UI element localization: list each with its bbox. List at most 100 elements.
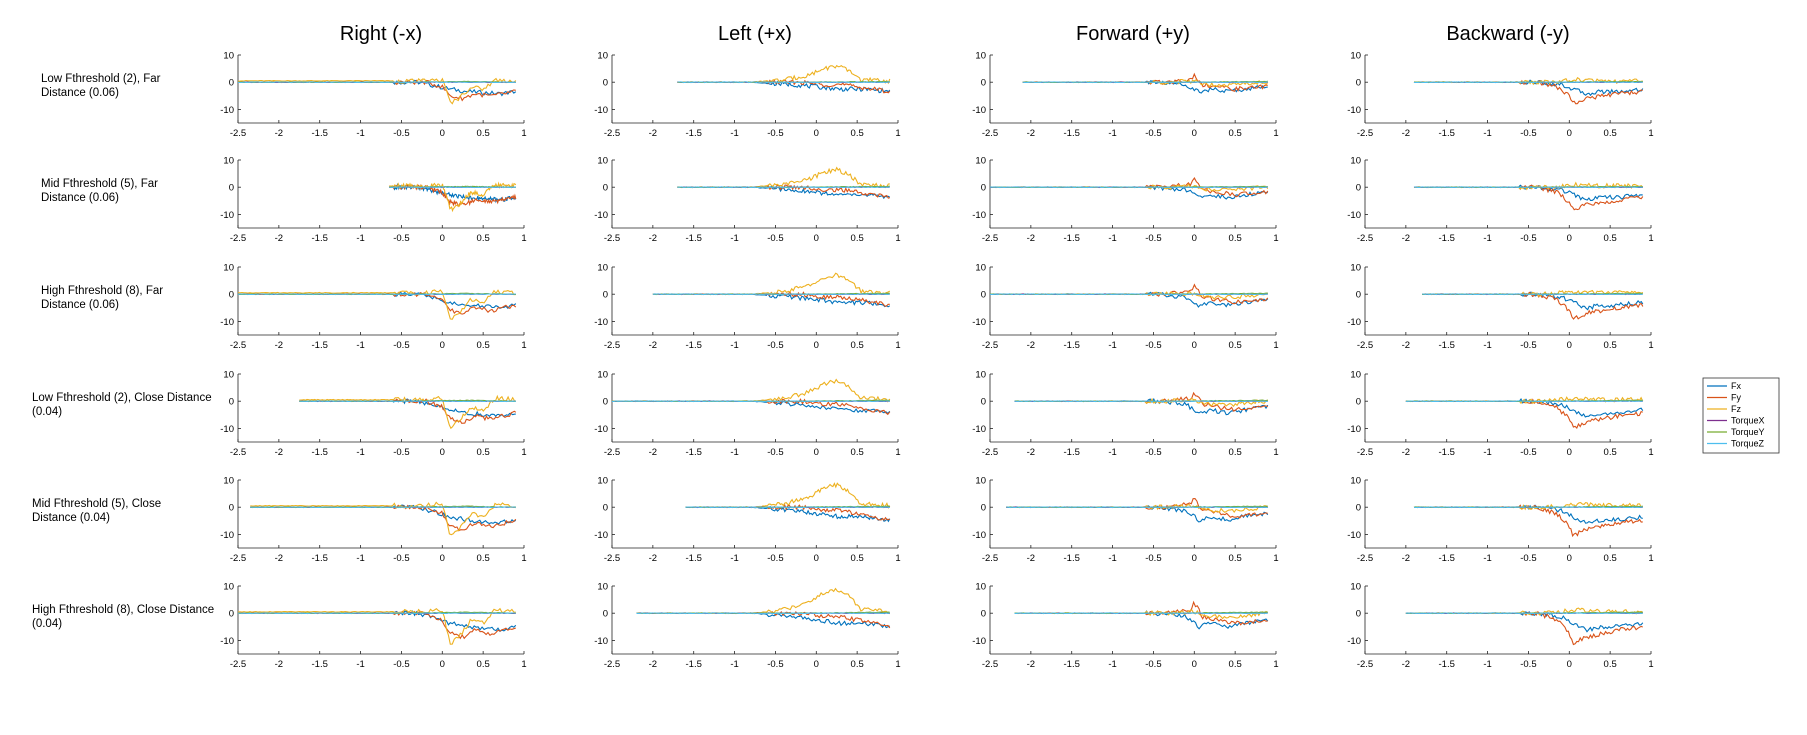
- subplot: 10 0 -10 -2.5 -2 -1.5 -1 -0.5 0 0.5 1: [1347, 156, 1653, 245]
- y-tick-label: 0: [603, 78, 608, 89]
- x-tick-label: -1: [1483, 233, 1491, 244]
- x-tick-label: -1.5: [1439, 233, 1455, 244]
- series-line-fy: [1422, 291, 1644, 320]
- x-tick-label: 1: [1273, 553, 1278, 564]
- y-tick-label: 10: [597, 51, 608, 62]
- x-tick-label: 0: [1192, 233, 1197, 244]
- x-tick-label: -2: [649, 659, 657, 670]
- series-line-fz: [1014, 609, 1269, 620]
- x-tick-label: -2.5: [982, 233, 998, 244]
- x-tick-label: -1.5: [1064, 233, 1080, 244]
- x-tick-label: 0.5: [477, 233, 490, 244]
- legend-entry: TorqueY: [1731, 427, 1765, 437]
- x-tick-label: 0: [1192, 340, 1197, 351]
- subplot: 10 0 -10 -2.5 -2 -1.5 -1 -0.5 0 0.5 1: [220, 476, 526, 565]
- x-tick-label: 0: [1192, 659, 1197, 670]
- x-tick-label: 0: [1192, 128, 1197, 139]
- x-tick-label: -1.5: [686, 128, 702, 139]
- x-tick-label: -1.5: [686, 659, 702, 670]
- series-line-fz: [1006, 503, 1269, 514]
- subplot: 10 0 -10 -2.5 -2 -1.5 -1 -0.5 0 0.5 1: [1347, 51, 1653, 140]
- x-tick-label: -1.5: [1064, 447, 1080, 458]
- x-tick-label: -1.5: [1439, 447, 1455, 458]
- x-tick-label: -1: [1483, 553, 1491, 564]
- series-line-fx: [1006, 505, 1269, 523]
- x-tick-label: -1: [1108, 340, 1116, 351]
- y-tick-label: 0: [603, 183, 608, 194]
- y-tick-label: 10: [975, 476, 986, 487]
- x-tick-label: 1: [1648, 233, 1653, 244]
- x-tick-label: -1.5: [312, 128, 328, 139]
- row-label: Low Fthreshold (2), Far: [41, 73, 161, 85]
- x-tick-label: 0: [1567, 447, 1572, 458]
- y-tick-label: 10: [223, 263, 234, 274]
- x-tick-label: 0: [440, 659, 445, 670]
- x-tick-label: 0.5: [851, 447, 864, 458]
- x-tick-label: -2.5: [230, 340, 246, 351]
- x-tick-label: -1: [356, 233, 364, 244]
- y-tick-label: 0: [1356, 78, 1361, 89]
- x-tick-label: -1: [356, 128, 364, 139]
- x-tick-label: -0.5: [393, 128, 409, 139]
- x-tick-label: -1: [1483, 128, 1491, 139]
- x-tick-label: -2.5: [1357, 553, 1373, 564]
- x-tick-label: 1: [1273, 128, 1278, 139]
- row-label: Distance (0.06): [41, 299, 119, 311]
- x-tick-label: 0: [814, 447, 819, 458]
- series-line-torquez: [1022, 81, 1268, 84]
- x-tick-label: -1: [730, 128, 738, 139]
- x-tick-label: -1.5: [1064, 553, 1080, 564]
- subplot: 10 0 -10 -2.5 -2 -1.5 -1 -0.5 0 0.5 1: [1347, 370, 1653, 459]
- series-line-fz: [612, 378, 891, 403]
- x-tick-label: -2.5: [604, 553, 620, 564]
- x-tick-label: 1: [1648, 659, 1653, 670]
- series-line-fy: [1413, 79, 1643, 105]
- x-tick-label: -2: [275, 233, 283, 244]
- y-tick-label: -10: [594, 424, 608, 435]
- x-tick-label: -2: [275, 128, 283, 139]
- x-tick-label: -0.5: [393, 553, 409, 564]
- x-tick-label: 0.5: [1229, 447, 1242, 458]
- x-tick-label: -2: [1402, 553, 1410, 564]
- x-tick-label: -2.5: [604, 128, 620, 139]
- x-tick-label: 0.5: [1229, 233, 1242, 244]
- y-tick-label: -10: [594, 105, 608, 116]
- x-tick-label: 0.5: [851, 659, 864, 670]
- x-tick-label: 0.5: [1229, 340, 1242, 351]
- y-tick-label: -10: [1347, 105, 1361, 116]
- x-tick-label: -1.5: [312, 340, 328, 351]
- x-tick-label: 0: [440, 553, 445, 564]
- subplot: 10 0 -10 -2.5 -2 -1.5 -1 -0.5 0 0.5 1: [972, 51, 1278, 140]
- series-line-fz: [1022, 78, 1269, 88]
- x-tick-label: -2: [275, 553, 283, 564]
- y-tick-label: -10: [972, 317, 986, 328]
- x-tick-label: -1: [356, 553, 364, 564]
- y-tick-label: -10: [220, 424, 234, 435]
- row-label: High Fthreshold (8), Far: [41, 285, 163, 297]
- series-line-fz: [1414, 181, 1644, 191]
- x-tick-label: -0.5: [1145, 659, 1161, 670]
- x-tick-label: -2.5: [982, 553, 998, 564]
- x-tick-label: 1: [1273, 233, 1278, 244]
- x-tick-label: -2: [275, 659, 283, 670]
- column-title: Forward (+y): [1076, 23, 1190, 45]
- x-tick-label: 0: [1192, 447, 1197, 458]
- subplot: 10 0 -10 -2.5 -2 -1.5 -1 -0.5 0 0.5 1: [220, 263, 526, 352]
- y-tick-label: 0: [981, 503, 986, 514]
- y-tick-label: 0: [603, 503, 608, 514]
- x-tick-label: -2: [1027, 553, 1035, 564]
- x-tick-label: -0.5: [1145, 553, 1161, 564]
- legend-entry: TorqueX: [1731, 416, 1765, 426]
- legend-box: [1702, 377, 1780, 454]
- x-tick-label: 0.5: [1229, 659, 1242, 670]
- series-line-fz: [250, 501, 516, 536]
- x-tick-label: 1: [895, 553, 900, 564]
- x-tick-label: -2.5: [230, 128, 246, 139]
- series-line-torquez: [1413, 506, 1643, 509]
- y-tick-label: 0: [1356, 503, 1361, 514]
- x-tick-label: -2: [1027, 233, 1035, 244]
- x-tick-label: 0: [440, 447, 445, 458]
- subplot: 10 0 -10 -2.5 -2 -1.5 -1 -0.5 0 0.5 1: [972, 476, 1278, 565]
- subplot: 10 0 -10 -2.5 -2 -1.5 -1 -0.5 0 0.5 1: [972, 370, 1278, 459]
- y-tick-label: -10: [220, 210, 234, 221]
